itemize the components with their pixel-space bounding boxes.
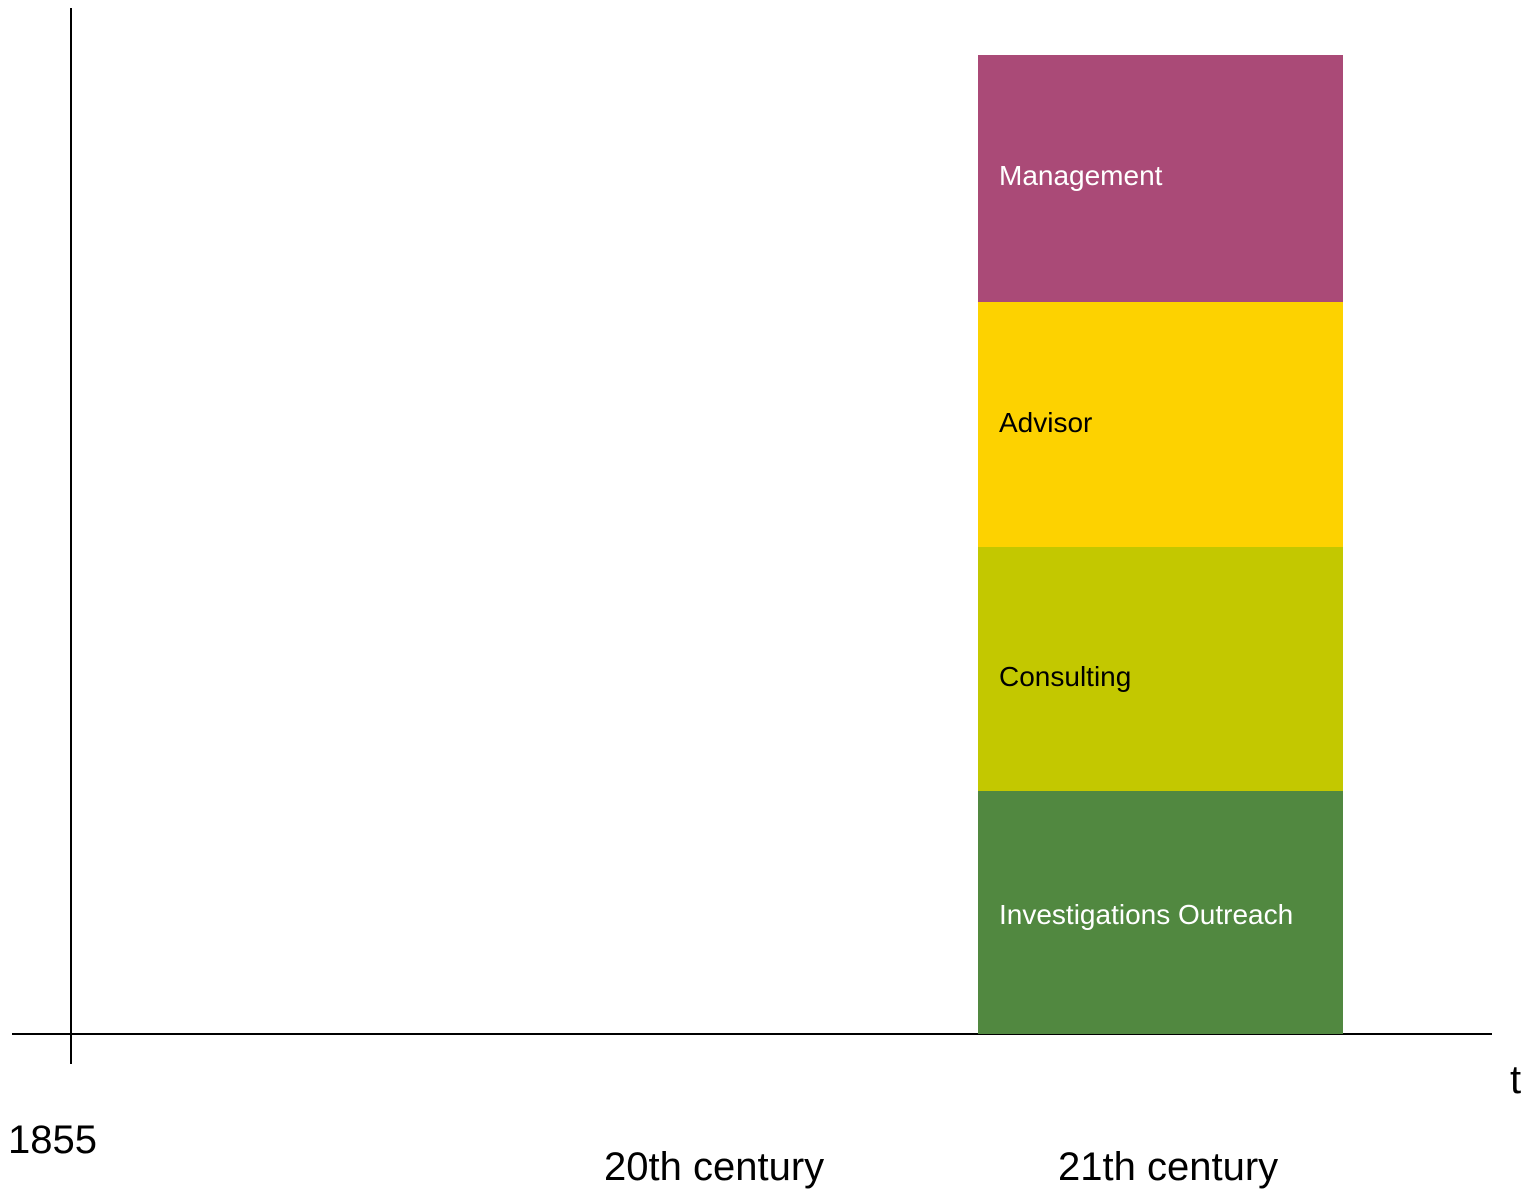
block-advisor-label: Advisor xyxy=(999,407,1093,438)
vertical-axis xyxy=(70,8,72,1064)
time-axis xyxy=(12,1033,1492,1035)
block-consulting-label: Consulting xyxy=(999,661,1132,692)
block-advisor: Advisor xyxy=(978,302,1343,547)
block-investigations-outreach: Investigations Outreach xyxy=(978,791,1343,1034)
tick-label-20th-century: 20th century xyxy=(604,1145,825,1189)
tick-label-21th-century: 21th century xyxy=(1058,1145,1279,1189)
block-consulting: Consulting xyxy=(978,547,1343,791)
block-management: Management xyxy=(978,55,1343,302)
block-investigations-outreach-label: Investigations Outreach xyxy=(999,899,1294,930)
tick-label-1855: 1855 xyxy=(8,1118,97,1162)
time-axis-label: t xyxy=(1510,1058,1522,1102)
block-management-label: Management xyxy=(999,160,1163,191)
